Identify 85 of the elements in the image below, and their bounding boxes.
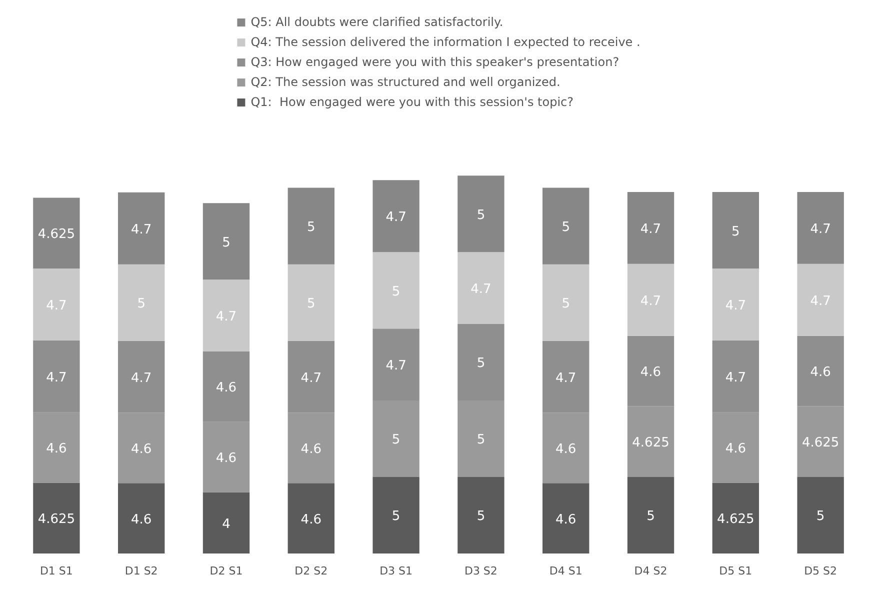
data-label: 5 [476, 509, 486, 524]
legend-label: Q5: All doubts were clarified satisfactorily. [250, 15, 504, 29]
data-label: 4.7 [810, 222, 831, 237]
data-label: 4.625 [38, 512, 76, 528]
data-label: 5 [222, 235, 230, 250]
x-tick-label: D5 S2 [804, 564, 838, 578]
data-label: 4.6 [46, 442, 67, 457]
data-label: 4.6 [216, 451, 237, 466]
bar [797, 264, 844, 336]
data-label: 4.7 [386, 210, 406, 226]
bar [712, 482, 760, 554]
bar [288, 188, 334, 264]
bar [202, 492, 250, 554]
data-label: 5 [392, 432, 400, 448]
data-label: 4.6 [131, 512, 152, 528]
x-tick-label: D4 S2 [634, 564, 668, 578]
bar [33, 482, 80, 554]
x-tick-label: D3 S2 [464, 564, 498, 578]
bar [33, 268, 80, 340]
x-tick-label: D2 S2 [294, 564, 328, 578]
bar [712, 192, 760, 269]
data-label: 4.6 [810, 365, 831, 380]
bar [797, 476, 844, 554]
legend-label: Q2: The session was structured and well organized. [250, 75, 560, 89]
data-label: 4.6 [300, 512, 322, 528]
bar [33, 198, 80, 269]
data-label: 4.7 [386, 358, 406, 374]
x-tick-label: D1 S1 [40, 564, 73, 578]
data-label: 5 [816, 509, 825, 524]
legend-label: Q1: How engaged were you with this session's topic? [250, 95, 574, 109]
x-tick-label: D1 S2 [124, 564, 158, 578]
data-label: 5 [307, 220, 316, 236]
bar [627, 476, 674, 554]
data-label: 4.7 [300, 370, 322, 386]
bar [627, 192, 674, 264]
bar [372, 476, 420, 554]
bar [797, 192, 844, 264]
data-label: 4.6 [556, 512, 576, 528]
bar [372, 180, 420, 252]
data-label: 4.6 [131, 442, 152, 457]
bar [458, 176, 504, 252]
bar [288, 483, 334, 554]
x-tick-label: D4 S1 [549, 564, 582, 578]
data-label: 5 [392, 509, 400, 524]
bar [202, 280, 250, 352]
x-tick-label: D5 S1 [719, 564, 752, 578]
legend-label: Q3: How engaged were you with this speaker's presentation? [250, 55, 620, 69]
bar [118, 264, 165, 341]
data-label: 5 [476, 432, 486, 448]
data-label: 4.625 [802, 436, 840, 451]
bar [627, 264, 674, 336]
data-label: 4.7 [131, 222, 152, 238]
data-label: 4.6 [640, 365, 662, 380]
bar [712, 268, 760, 340]
data-label: 5 [646, 509, 655, 524]
data-label: 4.7 [556, 370, 576, 386]
bar [118, 483, 165, 554]
data-label: 4.625 [717, 512, 754, 528]
data-label: 4.7 [131, 370, 152, 386]
data-label: 5 [562, 220, 570, 236]
data-label: 5 [476, 356, 486, 372]
data-label: 4.625 [632, 436, 670, 451]
x-tick-label: D3 S1 [380, 564, 413, 578]
bar [458, 476, 504, 554]
legend-label: Q4: The session delivered the information I expected to receive . [250, 35, 640, 49]
bar [372, 252, 420, 329]
data-label: 4.6 [300, 442, 322, 457]
data-label: 4.6 [556, 442, 576, 457]
data-label: 4.6 [725, 442, 746, 457]
data-label: 5 [476, 208, 486, 223]
data-label: 4.6 [216, 380, 237, 396]
data-label: 4 [222, 516, 230, 532]
data-label: 4.7 [640, 222, 662, 237]
bar [542, 483, 590, 554]
data-label: 4.625 [38, 227, 76, 242]
bar [458, 252, 504, 324]
bar [288, 264, 334, 341]
data-label: 4.7 [46, 370, 67, 386]
data-label: 5 [732, 224, 740, 240]
bar [202, 203, 250, 280]
x-tick-label: D2 S1 [210, 564, 243, 578]
data-label: 4.7 [725, 370, 746, 386]
bar [542, 188, 590, 264]
bar [542, 264, 590, 341]
bar [118, 192, 165, 264]
